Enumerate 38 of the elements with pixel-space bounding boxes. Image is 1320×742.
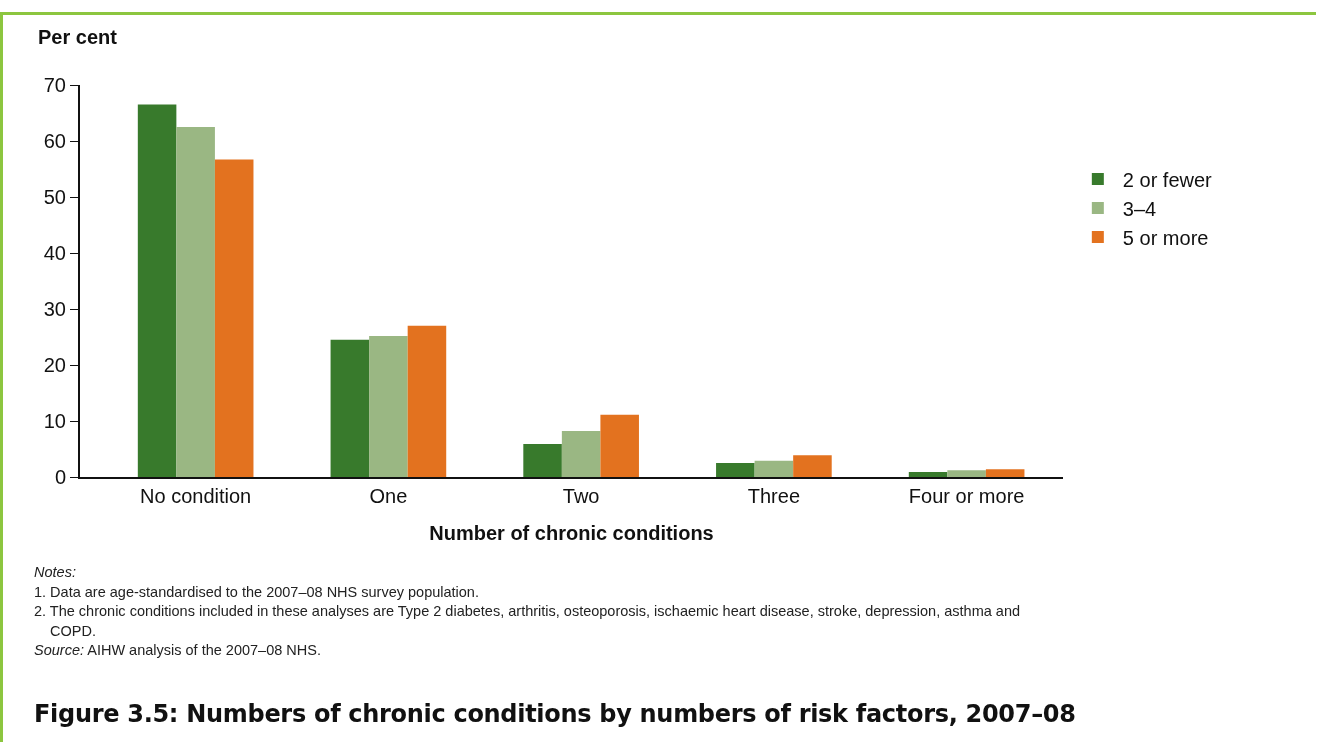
bar (754, 460, 794, 477)
bar (600, 414, 639, 477)
y-tick-label: 20 (43, 354, 66, 376)
bar (523, 443, 562, 477)
x-tick-label: Two (562, 485, 600, 507)
text: Figure 3.5: Numbers of chronic conditions by numbers of risk factors, 2007–08 (34, 700, 1076, 728)
text: 1. Data are age-standardised to the 2007–08 NHS survey population. (34, 582, 480, 602)
bar (716, 463, 755, 477)
legend-label: 2 or fewer (1122, 168, 1213, 191)
legend-label: 5 or more (1122, 226, 1209, 249)
y-tick-label: 40 (43, 242, 66, 264)
bar (947, 470, 986, 477)
x-tick-label: Three (747, 485, 801, 507)
text: Notes: (34, 564, 76, 580)
bar (407, 325, 447, 477)
y-tick-label: 70 (43, 74, 66, 96)
source-note: Source: AIHW analysis of the 2007–08 NHS. (34, 641, 322, 660)
x-axis-title: Number of chronic conditions (429, 522, 714, 544)
y-axis-title: Per cent (38, 26, 118, 48)
x-tick-label: One (369, 485, 408, 507)
y-tick-label: 50 (43, 186, 66, 208)
bar (793, 455, 832, 477)
y-tick-label: 60 (43, 130, 66, 152)
bar (369, 335, 408, 477)
x-tick-label: No condition (140, 485, 252, 507)
y-tick-label: 0 (54, 466, 66, 488)
x-tick-label: Four or more (908, 485, 1025, 507)
text: 2. The chronic conditions included in these analyses are Type 2 diabetes, arthritis, osteoporosis, ischaemic heart disease, stroke, depression, asthma and COPD. (34, 602, 1021, 641)
legend-label: 3–4 (1122, 197, 1157, 220)
bar (561, 431, 601, 477)
bar (908, 471, 948, 477)
y-tick-label: 30 (43, 298, 66, 320)
bar (137, 104, 177, 477)
bar (214, 159, 254, 477)
bar (330, 339, 370, 477)
bar (985, 469, 1025, 477)
bar (176, 127, 215, 477)
y-tick-label: 10 (43, 410, 66, 432)
